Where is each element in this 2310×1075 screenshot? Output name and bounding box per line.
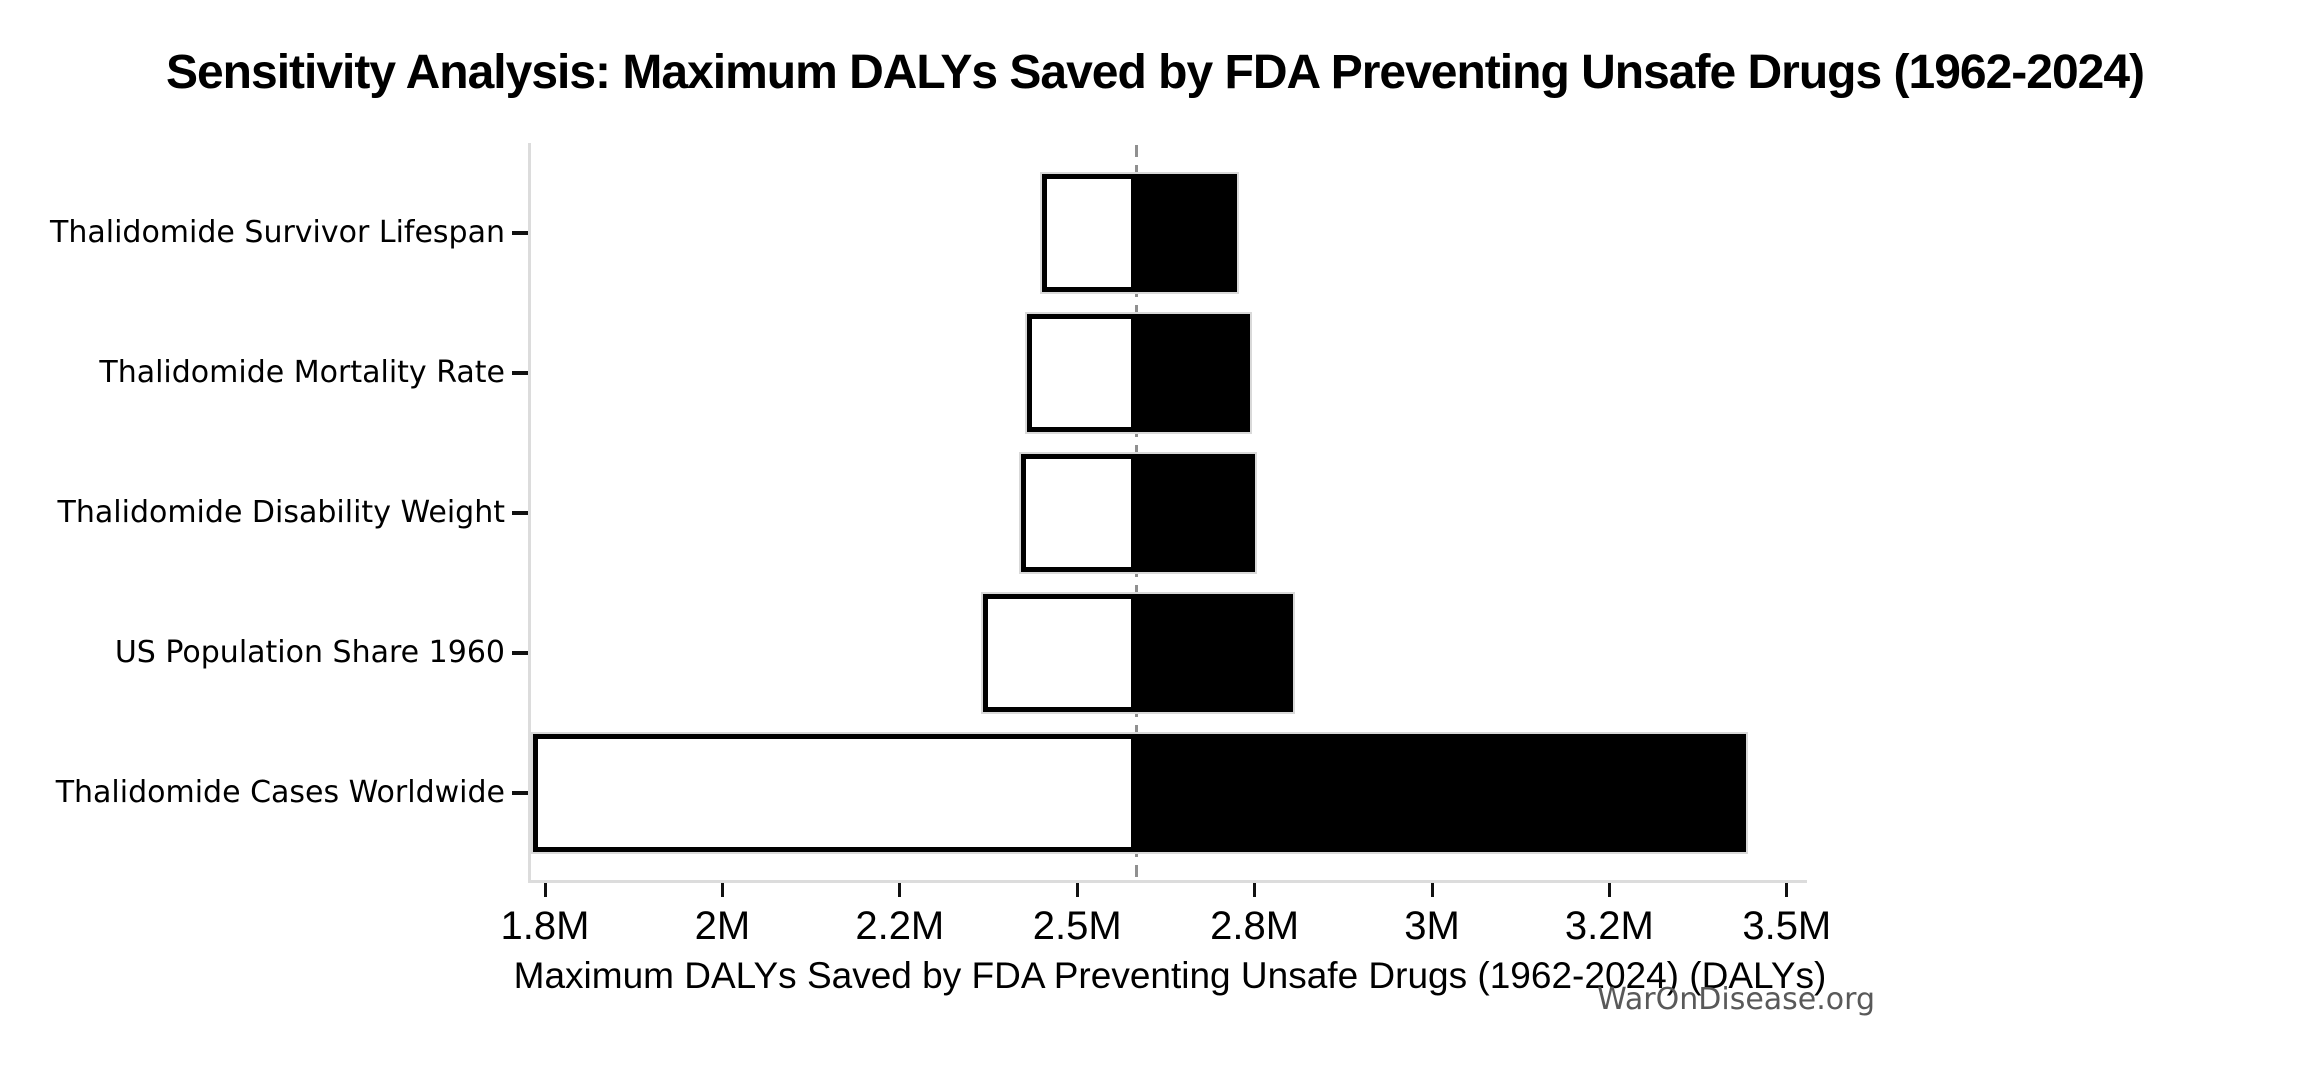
x-axis-line bbox=[528, 880, 1807, 883]
watermark: WarOnDisease.org bbox=[1597, 982, 1875, 1017]
bar-low-segment bbox=[532, 734, 1137, 852]
x-tick-label: 2.5M bbox=[1032, 904, 1122, 948]
x-tick-mark bbox=[1607, 883, 1611, 897]
x-tick-label: 2.8M bbox=[1210, 904, 1300, 948]
bar-high-segment bbox=[1136, 454, 1255, 572]
x-tick-mark bbox=[720, 883, 724, 897]
x-tick-label: 3.2M bbox=[1564, 904, 1654, 948]
x-tick-label: 2.2M bbox=[855, 904, 945, 948]
bar-high-segment bbox=[1136, 314, 1251, 432]
y-axis-line bbox=[528, 143, 531, 883]
y-tick-mark bbox=[512, 791, 528, 795]
tornado-bar-row bbox=[1039, 172, 1239, 294]
x-tick-label: 3.5M bbox=[1742, 904, 1832, 948]
y-axis-category-label: Thalidomide Mortality Rate bbox=[99, 355, 505, 390]
y-axis-category-label: Thalidomide Disability Weight bbox=[57, 495, 505, 530]
y-tick-mark bbox=[512, 651, 528, 655]
tornado-bar-row bbox=[530, 732, 1748, 854]
tornado-bar-row bbox=[1019, 452, 1257, 574]
x-tick-label: 3M bbox=[1404, 904, 1460, 948]
bar-low-segment bbox=[1026, 314, 1137, 432]
y-tick-mark bbox=[512, 511, 528, 515]
x-tick-mark bbox=[1430, 883, 1434, 897]
x-tick-mark bbox=[543, 883, 547, 897]
bar-high-segment bbox=[1136, 734, 1746, 852]
y-tick-mark bbox=[512, 371, 528, 375]
bar-high-segment bbox=[1136, 594, 1293, 712]
x-tick-mark bbox=[1253, 883, 1257, 897]
x-tick-mark bbox=[898, 883, 902, 897]
tornado-bar-row bbox=[980, 592, 1295, 714]
bar-low-segment bbox=[982, 594, 1137, 712]
bar-low-segment bbox=[1041, 174, 1137, 292]
x-tick-label: 2M bbox=[694, 904, 751, 948]
x-axis-title: Maximum DALYs Saved by FDA Preventing Un… bbox=[513, 955, 1827, 996]
x-tick-label: 1.8M bbox=[500, 904, 590, 948]
x-tick-mark bbox=[1075, 883, 1079, 897]
y-axis-category-label: Thalidomide Cases Worldwide bbox=[55, 775, 505, 810]
chart-title: Sensitivity Analysis: Maximum DALYs Save… bbox=[165, 46, 2145, 99]
x-tick-mark bbox=[1785, 883, 1789, 897]
bar-high-segment bbox=[1136, 174, 1237, 292]
y-tick-mark bbox=[512, 231, 528, 235]
y-axis-category-label: Thalidomide Survivor Lifespan bbox=[50, 215, 505, 250]
y-axis-category-label: US Population Share 1960 bbox=[114, 635, 505, 670]
bar-low-segment bbox=[1021, 454, 1137, 572]
tornado-bar-row bbox=[1024, 312, 1253, 434]
